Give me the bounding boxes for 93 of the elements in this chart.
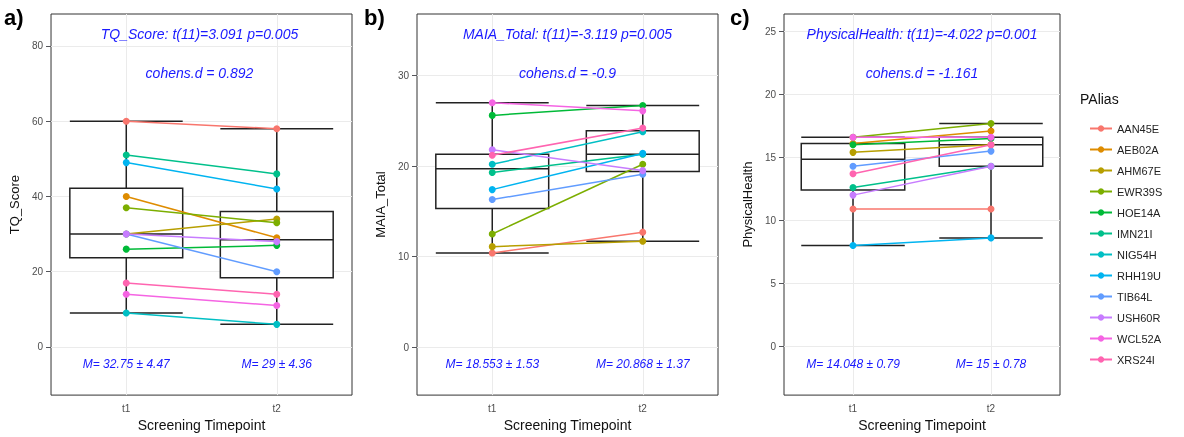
annotation: MAIA_Total: t(11)=-3.119 p=0.005 [462,26,673,42]
point [639,124,647,132]
y-tick-label: 25 [764,26,777,38]
legend-label: EWR39S [1117,185,1163,198]
x-tick-label: t2 [638,402,648,414]
y-tick-label: 60 [31,115,44,127]
annotation: M= 14.048 ± 0.79 [806,357,901,371]
point [122,245,130,253]
legend-label: TIB64L [1117,290,1153,303]
point [122,290,130,298]
point [122,159,130,167]
y-tick-label: 0 [403,341,410,353]
point [488,151,496,159]
y-tick-label: 15 [764,151,777,163]
point [122,279,130,287]
y-tick-label: 30 [397,70,410,82]
annotation: M= 15 ± 0.78 [955,357,1027,371]
point [849,170,857,178]
x-tick-label: t1 [122,402,131,414]
y-tick-label: 0 [37,341,44,353]
point [488,196,496,204]
x-axis-title: Screening Timepoint [503,417,632,433]
point [488,111,496,119]
legend-label: RHH19U [1117,269,1162,282]
y-tick-label: 5 [770,277,777,289]
point [273,290,281,298]
annotation: cohens.d = -0.9 [519,65,617,81]
point [273,170,281,178]
x-tick-label: t1 [848,402,858,414]
legend-label: NIG54H [1117,248,1157,261]
point [273,125,281,133]
point [273,185,281,193]
point [122,309,130,317]
y-axis-title: TQ_Score [7,174,22,235]
x-tick-label: t2 [986,402,996,414]
legend-label: WCL52A [1117,332,1162,345]
x-axis-title: Screening Timepoint [137,417,266,433]
point [987,119,995,127]
chart-title: c) [730,4,750,30]
legend-label: AEB02A [1117,143,1160,156]
x-tick-label: t1 [488,402,497,414]
x-tick-label: t2 [272,402,282,414]
point [122,192,130,200]
y-axis-title: PhysicalHealth [739,161,755,248]
point [488,230,496,238]
point [273,268,281,276]
annotation: M= 20.868 ± 1.37 [595,357,691,371]
point [273,219,281,227]
y-tick-label: 10 [764,214,777,226]
annotation: cohens.d = -1.161 [865,65,979,81]
point [639,107,647,115]
annotation: M= 32.75 ± 4.47 [82,357,172,371]
legend-title: PAlias [1080,91,1119,107]
point [488,99,496,107]
y-tick-label: 20 [397,160,410,172]
point [488,243,496,251]
point [849,162,857,170]
point [122,151,130,159]
point [273,302,281,310]
point [639,160,647,168]
point [849,148,857,156]
y-tick-label: 40 [31,190,44,202]
point [488,168,496,176]
point [122,204,130,212]
annotation: M= 29 ± 4.36 [241,357,313,371]
legend-label: IMN21I [1117,227,1153,240]
y-tick-label: 80 [31,40,44,52]
point [122,117,130,125]
point [273,320,281,328]
legend-label: AHM67E [1117,164,1162,177]
legend-label: USH60R [1117,311,1161,324]
legend-label: HOE14A [1117,206,1162,219]
annotation: PhysicalHealth: t(11)=-4.022 p=0.001 [806,26,1038,42]
y-tick-label: 20 [31,266,44,278]
y-tick-label: 20 [764,89,777,100]
annotation: TQ_Score: t(11)=3.091 p=0.005 [100,26,299,42]
point [488,160,496,168]
chart-title: b) [364,4,385,30]
chart-title: a) [4,4,24,30]
y-axis-title: MAIA_Total [372,171,388,238]
point [488,249,496,257]
point [639,237,647,245]
legend-label: AAN45E [1117,122,1160,135]
x-axis-title: Screening Timepoint [858,417,986,433]
annotation: M= 18.553 ± 1.53 [445,357,540,371]
point [849,184,857,192]
point [488,186,496,194]
annotation: cohens.d = 0.892 [145,65,254,81]
y-tick-label: 10 [397,251,410,263]
y-tick-label: 0 [770,340,777,352]
point [849,241,857,249]
point [639,228,647,236]
legend-label: XRS24I [1117,353,1155,366]
